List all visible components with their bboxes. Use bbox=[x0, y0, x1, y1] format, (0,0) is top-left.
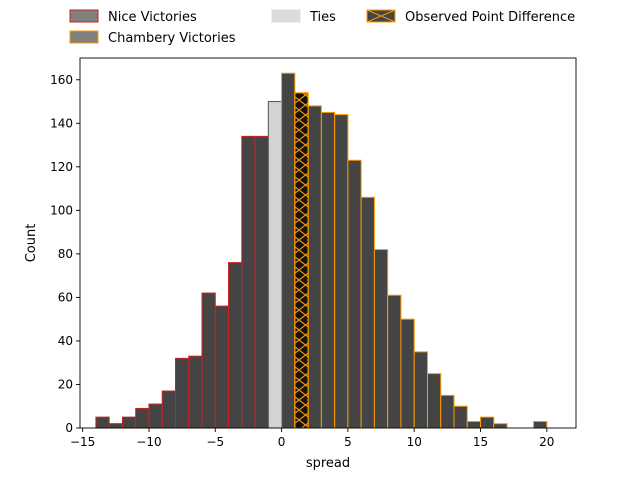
bar-nice bbox=[135, 407, 150, 429]
bar-nice bbox=[108, 423, 123, 429]
bar-nice bbox=[201, 292, 216, 429]
y-tick-label: 120 bbox=[50, 160, 73, 174]
x-tick-label: −5 bbox=[206, 435, 224, 449]
legend-label-ties: Ties bbox=[309, 10, 336, 25]
bar-nice bbox=[121, 416, 137, 429]
bar-nice bbox=[174, 357, 190, 429]
bar-chambery bbox=[373, 249, 389, 429]
bar-chambery bbox=[480, 416, 495, 429]
bar-nice bbox=[148, 403, 163, 429]
x-tick-label: −15 bbox=[70, 435, 95, 449]
bar-chambery bbox=[466, 420, 482, 429]
bar-observed-hatch bbox=[294, 92, 309, 429]
legend-swatch-chambery bbox=[69, 30, 99, 44]
y-axis-ticks: 0 20 40 60 80 100 120 140 160 bbox=[50, 73, 80, 435]
bar-nice bbox=[214, 305, 230, 429]
bar-chambery bbox=[307, 105, 322, 429]
bar-chambery bbox=[533, 420, 548, 429]
bar-chambery bbox=[281, 72, 296, 429]
x-tick-label: 0 bbox=[278, 435, 286, 449]
bar-chambery bbox=[320, 111, 336, 429]
bar-nice bbox=[254, 135, 269, 429]
y-tick-label: 100 bbox=[50, 203, 73, 217]
bar-nice bbox=[241, 135, 256, 429]
bar-nice bbox=[188, 355, 203, 429]
legend-label-observed: Observed Point Difference bbox=[405, 10, 575, 25]
x-tick-label: −10 bbox=[136, 435, 161, 449]
histogram-bars bbox=[95, 72, 548, 429]
x-axis-label: spread bbox=[306, 456, 350, 471]
bar-chambery bbox=[334, 114, 349, 429]
legend: Nice Victories Chambery Victories Ties O… bbox=[69, 9, 575, 46]
bar-chambery bbox=[440, 394, 455, 429]
bar-nice bbox=[228, 262, 243, 429]
bar-chambery bbox=[400, 318, 415, 429]
bar-chambery bbox=[387, 294, 402, 429]
bar-chambery bbox=[426, 373, 442, 429]
x-tick-label: 10 bbox=[407, 435, 422, 449]
x-tick-label: 20 bbox=[539, 435, 554, 449]
legend-label-chambery: Chambery Victories bbox=[108, 31, 236, 46]
y-axis-label: Count bbox=[24, 224, 39, 263]
bar-chambery bbox=[347, 159, 362, 429]
legend-swatch-nice bbox=[69, 9, 99, 23]
plot-frame bbox=[79, 57, 577, 429]
x-axis-ticks: −15 −10 −5 0 5 10 15 20 bbox=[70, 428, 554, 449]
legend-swatch-ties bbox=[271, 9, 301, 23]
bar-chambery bbox=[413, 351, 428, 429]
y-tick-label: 140 bbox=[50, 116, 73, 130]
bar-nice bbox=[95, 416, 110, 429]
y-tick-label: 60 bbox=[58, 290, 73, 304]
x-tick-label: 5 bbox=[344, 435, 352, 449]
bar-chambery bbox=[453, 405, 468, 429]
y-tick-label: 0 bbox=[65, 421, 73, 435]
bar-nice bbox=[161, 390, 176, 429]
bar-chambery bbox=[360, 196, 375, 429]
y-tick-label: 20 bbox=[58, 377, 73, 391]
bar-tie bbox=[267, 101, 283, 429]
y-tick-label: 80 bbox=[58, 247, 73, 261]
bar-chambery bbox=[493, 423, 508, 429]
legend-label-nice: Nice Victories bbox=[108, 10, 197, 25]
y-tick-label: 160 bbox=[50, 73, 73, 87]
x-tick-label: 15 bbox=[473, 435, 488, 449]
y-tick-label: 40 bbox=[58, 334, 73, 348]
legend-swatch-observed bbox=[366, 9, 396, 23]
